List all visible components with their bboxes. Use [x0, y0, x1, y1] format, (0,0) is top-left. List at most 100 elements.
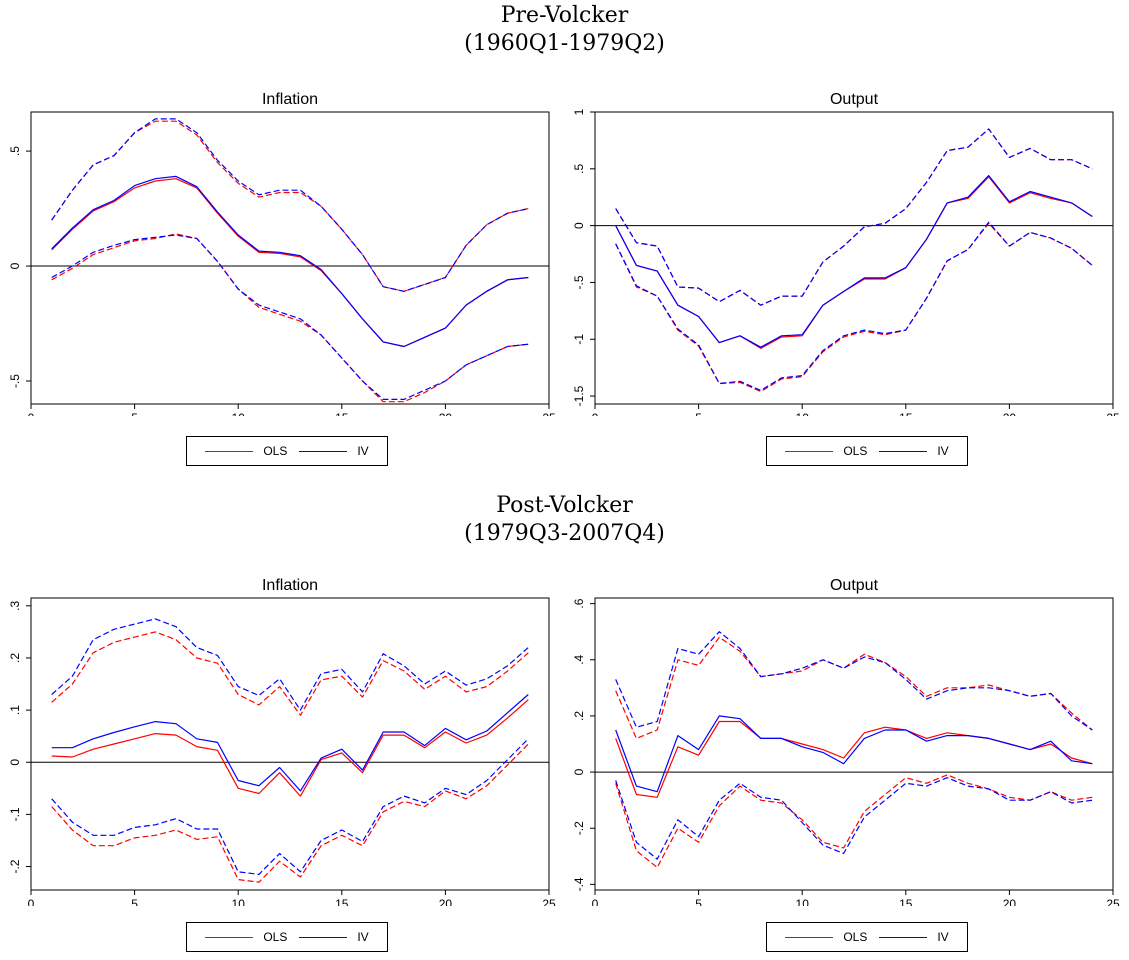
y-tick-label: -.4 [572, 877, 586, 891]
x-tick-label: 10 [232, 897, 246, 906]
y-tick-label: -.2 [572, 821, 586, 835]
legend-swatch-iv [879, 936, 928, 938]
series-ols-dashed-line [615, 636, 1093, 739]
y-tick-label: .4 [572, 654, 586, 664]
series-iv-dashed-line [51, 618, 529, 711]
x-tick-label: 5 [131, 897, 138, 906]
x-tick-label: 5 [131, 411, 138, 416]
section-title-line1: Post-Volcker [496, 493, 633, 518]
x-tick-label: 25 [542, 411, 556, 416]
legend-label-iv: IV [937, 930, 949, 944]
x-tick-label: 20 [1003, 897, 1017, 906]
series-ols-dashed-line [615, 128, 1093, 306]
legend-swatch-iv [299, 450, 348, 452]
section-title-line2: (1979Q3-2007Q4) [464, 521, 665, 546]
y-tick-label: -.2 [8, 859, 22, 873]
plot-frame [594, 111, 1114, 405]
series-ols-solid-line [615, 176, 1093, 349]
x-tick-label: 0 [592, 411, 599, 416]
y-tick-label: .2 [8, 653, 22, 663]
y-tick-label: 0 [8, 759, 22, 766]
plot-frame [30, 111, 550, 405]
series-iv-dashed-line [51, 738, 529, 875]
series-iv-dashed-line [615, 221, 1093, 391]
x-tick-label: 20 [1003, 411, 1017, 416]
series-iv-dashed-line [51, 234, 529, 400]
legend-label-iv: IV [357, 930, 369, 944]
series-ols-dashed-line [51, 631, 529, 716]
y-tick-label: 0 [572, 768, 586, 775]
legend-swatch-iv [299, 936, 348, 938]
y-tick-label: -1 [572, 334, 586, 345]
x-tick-label: 5 [695, 897, 702, 906]
x-tick-label: 10 [232, 411, 246, 416]
chart-title: Output [830, 577, 879, 594]
x-tick-label: 15 [899, 411, 913, 416]
x-tick-label: 25 [1106, 411, 1120, 416]
section-title-line1: Pre-Volcker [500, 3, 629, 28]
legend-label-ols: OLS [843, 444, 868, 458]
y-tick-label: -.5 [8, 374, 22, 388]
legend-label-iv: IV [357, 444, 369, 458]
legend-label-ols: OLS [263, 444, 288, 458]
chart-pre-volcker-inflation: Inflation 0 5 10 15 20 25 -.5 0 .5 OLS IV [0, 84, 564, 466]
y-tick-label: 1 [572, 108, 586, 115]
series-ols-dashed-line [51, 233, 529, 403]
legend-label-ols: OLS [263, 930, 288, 944]
series-iv-dashed-line [615, 777, 1093, 860]
plot-frame [594, 597, 1114, 891]
section-title-post-volcker: Post-Volcker (1979Q3-2007Q4) [0, 492, 1129, 548]
x-tick-label: 20 [439, 411, 453, 416]
series-ols-solid-line [51, 699, 529, 797]
legend: OLS IV [766, 922, 968, 952]
x-tick-label: 0 [592, 897, 599, 906]
y-tick-label: 0 [572, 222, 586, 229]
chart-post-volcker-inflation: Inflation 0 5 10 15 20 25 -.2 -.1 0 .1 .2 .3 OLS IV [0, 574, 564, 954]
chart-post-volcker-output: Output 0 5 10 15 20 25 -.4 -.2 0 .2 .4 .6 OLS IV [564, 574, 1128, 954]
legend-item-iv: IV [299, 930, 369, 944]
legend: OLS IV [186, 922, 388, 952]
series-iv-solid-line [51, 694, 529, 792]
x-tick-label: 0 [28, 897, 35, 906]
legend-swatch-ols [205, 936, 254, 938]
y-tick-label: .2 [572, 711, 586, 721]
series-iv-dashed-line [51, 118, 529, 292]
y-tick-label: .6 [572, 598, 586, 608]
y-tick-label: .5 [8, 146, 22, 156]
y-tick-label: .3 [8, 600, 22, 610]
y-tick-label: -.1 [8, 807, 22, 821]
y-tick-label: -1.5 [572, 385, 586, 406]
x-tick-label: 15 [335, 411, 349, 416]
legend-item-iv: IV [299, 444, 369, 458]
chart-svg: Output 0 5 10 15 20 25 -.4 -.2 0 .2 .4 .6 [572, 577, 1120, 906]
legend-item-ols: OLS [205, 444, 287, 458]
x-tick-label: 0 [28, 411, 35, 416]
legend-label-ols: OLS [843, 930, 868, 944]
series-iv-dashed-line [615, 631, 1093, 731]
y-tick-label: -.5 [572, 275, 586, 289]
x-tick-label: 5 [695, 411, 702, 416]
x-tick-label: 25 [542, 897, 556, 906]
legend-swatch-ols [205, 450, 254, 452]
series-ols-dashed-line [51, 743, 529, 883]
legend-item-ols: OLS [205, 930, 287, 944]
series-ols-dashed-line [615, 222, 1093, 393]
x-tick-label: 10 [796, 897, 810, 906]
series-iv-dashed-line [615, 128, 1093, 306]
legend-item-ols: OLS [785, 444, 867, 458]
legend-label-iv: IV [937, 444, 949, 458]
chart-svg: Output 0 5 10 15 20 25 -1.5 -1 -.5 0 .5 1 [572, 91, 1120, 416]
chart-svg: Inflation 0 5 10 15 20 25 -.5 0 .5 [8, 91, 556, 416]
legend: OLS IV [766, 436, 968, 466]
x-tick-label: 10 [796, 411, 810, 416]
series-ols-dashed-line [615, 774, 1093, 869]
legend-item-iv: IV [879, 444, 949, 458]
y-tick-label: .5 [572, 163, 586, 173]
section-title-pre-volcker: Pre-Volcker (1960Q1-1979Q2) [0, 2, 1129, 58]
x-tick-label: 25 [1106, 897, 1120, 906]
series-ols-solid-line [51, 178, 529, 348]
x-tick-label: 20 [439, 897, 453, 906]
series-ols-solid-line [615, 720, 1093, 798]
chart-title: Output [830, 91, 879, 108]
chart-pre-volcker-output: Output 0 5 10 15 20 25 -1.5 -1 -.5 0 .5 1 OLS IV [564, 84, 1128, 466]
